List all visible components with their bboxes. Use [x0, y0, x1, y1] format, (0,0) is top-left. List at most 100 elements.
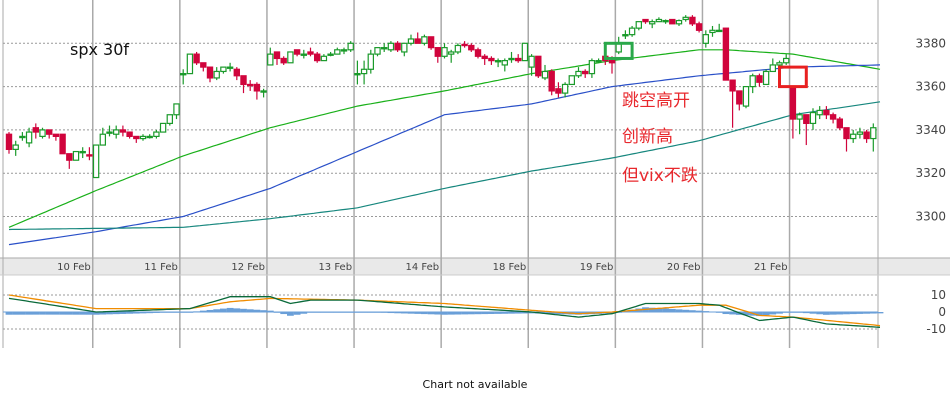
macd-label: 10 — [931, 288, 946, 302]
candle-up — [682, 16, 689, 21]
macd-histogram-bar — [843, 312, 850, 315]
macd-histogram-bar — [849, 312, 857, 315]
candle-up — [72, 150, 80, 161]
chart-not-available: Chart not available — [423, 378, 528, 391]
macd-histogram-bar — [206, 309, 214, 312]
macd-histogram-bar — [776, 312, 783, 314]
candle-up — [25, 131, 33, 144]
candle-up — [220, 66, 227, 73]
candle-up — [849, 133, 857, 140]
macd-dif-line — [8, 296, 881, 328]
macd-histogram-bar — [467, 312, 475, 315]
macd-histogram-bar — [802, 312, 810, 314]
candle-up — [300, 53, 308, 56]
macd-histogram-bar — [99, 312, 107, 315]
candle-down — [206, 66, 214, 79]
macd-label: -10 — [926, 322, 946, 336]
candle-down — [193, 53, 200, 64]
candle-up — [635, 21, 643, 29]
macd-histogram-bar — [454, 312, 462, 315]
candle-up — [809, 111, 817, 125]
candle-down — [535, 55, 542, 77]
candle-up — [401, 42, 408, 53]
candle-up — [816, 109, 823, 116]
macd-histogram-bar — [59, 312, 66, 315]
candle-up — [173, 103, 180, 116]
macd-histogram-bar — [400, 312, 408, 314]
candle-down — [427, 36, 435, 49]
candle-down — [45, 129, 53, 135]
macd-histogram-bar — [548, 312, 556, 314]
highlight-boxes — [603, 41, 808, 89]
macd-histogram-bar — [722, 312, 730, 315]
macd-histogram-bar — [394, 312, 401, 314]
macd-histogram-bar — [809, 312, 817, 314]
macd-histogram-bar — [427, 312, 435, 315]
macd-histogram-bar — [662, 308, 669, 312]
macd-histogram-bar — [528, 312, 535, 314]
macd-histogram-bar — [823, 312, 830, 315]
candle-up — [856, 131, 864, 135]
candles — [5, 15, 877, 179]
date-label: 20 Feb — [667, 262, 701, 273]
candle-up — [374, 47, 381, 55]
highlight-box — [603, 41, 634, 60]
candle-down — [253, 83, 261, 92]
macd-histogram-bar — [608, 312, 616, 314]
candle-down — [836, 118, 844, 129]
candle-up — [568, 75, 576, 86]
candle-up — [782, 57, 790, 64]
macd-histogram-bar — [213, 309, 221, 312]
macd-histogram-bar — [742, 312, 750, 316]
moving-averages — [8, 49, 881, 246]
macd-histogram-bar — [112, 312, 120, 315]
candle-up — [354, 73, 361, 76]
candle-up — [561, 83, 569, 94]
candle-up — [715, 29, 723, 33]
macd-histogram-bar — [682, 309, 690, 312]
candle-up — [588, 60, 596, 75]
macd-histogram-bar — [421, 312, 428, 315]
candle-down — [729, 79, 736, 92]
candle-down — [461, 43, 468, 47]
candle-up — [180, 73, 187, 76]
price-label: 3360 — [915, 80, 946, 94]
macd-histogram-bar — [756, 312, 763, 317]
annotation-new-high: 创新高 — [622, 127, 673, 147]
macd-histogram-bar — [246, 309, 254, 312]
candle-up — [501, 60, 509, 66]
macd-histogram-bar — [266, 310, 274, 312]
macd-histogram-bar — [816, 312, 824, 315]
highlight-box — [778, 65, 808, 89]
candle-down — [59, 133, 66, 155]
candle-down — [200, 62, 207, 68]
candle-down — [119, 129, 127, 133]
date-label: 19 Feb — [580, 262, 614, 273]
candle-down — [434, 47, 442, 57]
candle-up — [702, 34, 710, 44]
date-label: 11 Feb — [144, 262, 178, 273]
candle-up — [749, 75, 756, 88]
candle-up — [226, 66, 234, 69]
candle-up — [595, 60, 602, 63]
candle-up — [387, 42, 395, 51]
candle-up — [139, 135, 147, 140]
candle-down — [314, 53, 321, 62]
candle-up — [92, 144, 100, 179]
candle-up — [381, 47, 388, 50]
macd-histogram-bar — [25, 312, 33, 315]
macd-histogram-bar — [92, 312, 100, 315]
candle-down — [722, 27, 730, 81]
candle-down — [581, 70, 589, 75]
macd-histogram-bar — [863, 312, 870, 314]
candle-up — [421, 36, 428, 44]
macd-histogram-bar — [132, 312, 140, 314]
candle-down — [789, 85, 797, 120]
macd-histogram-bar — [287, 312, 294, 316]
candle-down — [240, 75, 247, 86]
price-label: 3320 — [915, 166, 946, 180]
candle-down — [52, 133, 60, 137]
price-label: 3340 — [915, 123, 946, 137]
macd-histogram-bar — [106, 312, 113, 315]
date-band — [0, 258, 950, 275]
